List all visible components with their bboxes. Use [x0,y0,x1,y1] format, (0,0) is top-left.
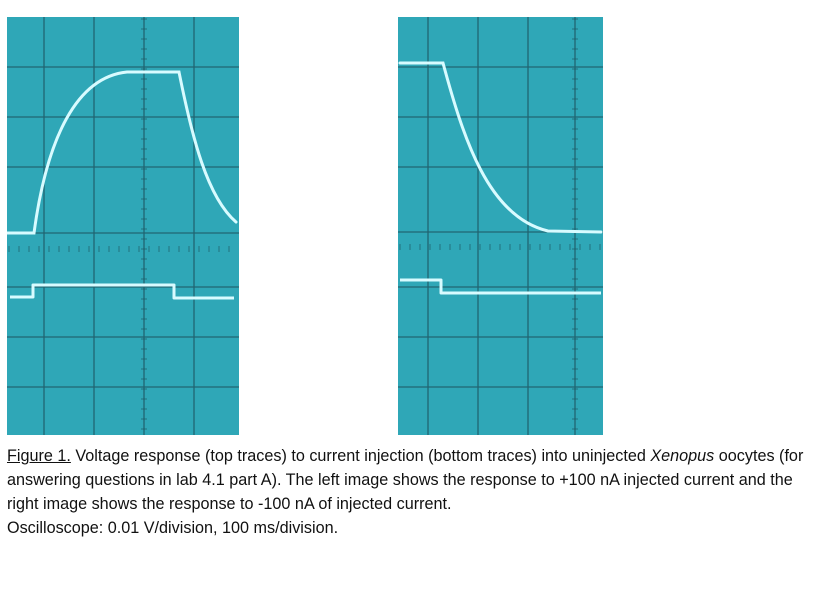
voltage-trace [398,61,603,234]
caption-paragraph: Figure 1. Voltage response (top traces) … [7,444,822,516]
graticule-grid [398,17,603,435]
current-trace [10,283,234,300]
center-axis-ticks [8,18,230,430]
figure-caption: Figure 1. Voltage response (top traces) … [7,444,822,540]
current-trace [400,278,601,295]
center-axis-ticks [399,18,601,430]
oscilloscope-image-left [7,17,239,435]
caption-text-1: Voltage response (top traces) to current… [70,447,651,465]
oscilloscope-image-right [398,17,603,435]
caption-text-2: oocytes (for answering questions in lab … [7,447,804,513]
screen-background [398,17,603,435]
figure-label: Figure 1. [7,447,71,465]
voltage-trace [7,70,238,235]
oscilloscope-settings: Oscilloscope: 0.01 V/division, 100 ms/di… [7,519,339,537]
oscilloscope-screen-left [7,17,239,435]
species-name: Xenopus [650,447,715,465]
oscilloscope-screen-right [398,17,603,435]
screen-background [7,17,239,435]
